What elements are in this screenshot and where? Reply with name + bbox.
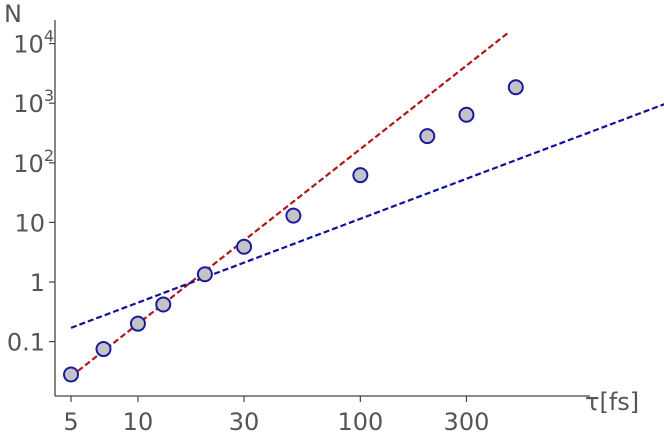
axes (54, 20, 590, 397)
data-point (196, 266, 213, 283)
y-tick-label: 1 (30, 269, 45, 297)
x-tick-label: 10 (123, 408, 154, 434)
data-point (507, 79, 524, 96)
y-axis-title: N (4, 0, 22, 28)
data-point (458, 106, 475, 123)
x-tick-label: 30 (229, 408, 260, 434)
data-point (63, 366, 79, 383)
ticks (49, 42, 468, 402)
y-tick-label: 0.1 (7, 329, 45, 357)
x-tick-label: 300 (444, 408, 490, 434)
fit-line-2 (70, 103, 664, 329)
data-point (236, 238, 253, 255)
fit-lines (70, 32, 664, 378)
y-tick-label: 104 (13, 27, 54, 59)
x-tick-label: 100 (337, 408, 383, 434)
data-point (352, 167, 369, 184)
y-tick-label: 10 (14, 209, 45, 237)
x-tick-label: 5 (63, 408, 78, 434)
data-points (63, 79, 524, 383)
data-point (155, 296, 172, 313)
data-point (285, 207, 302, 224)
data-point (95, 341, 112, 358)
y-tick-label: 102 (13, 146, 54, 178)
data-point (129, 315, 146, 332)
data-point (419, 128, 436, 145)
y-tick-label: 103 (13, 86, 54, 118)
x-axis-title: τ[fs] (585, 388, 639, 416)
